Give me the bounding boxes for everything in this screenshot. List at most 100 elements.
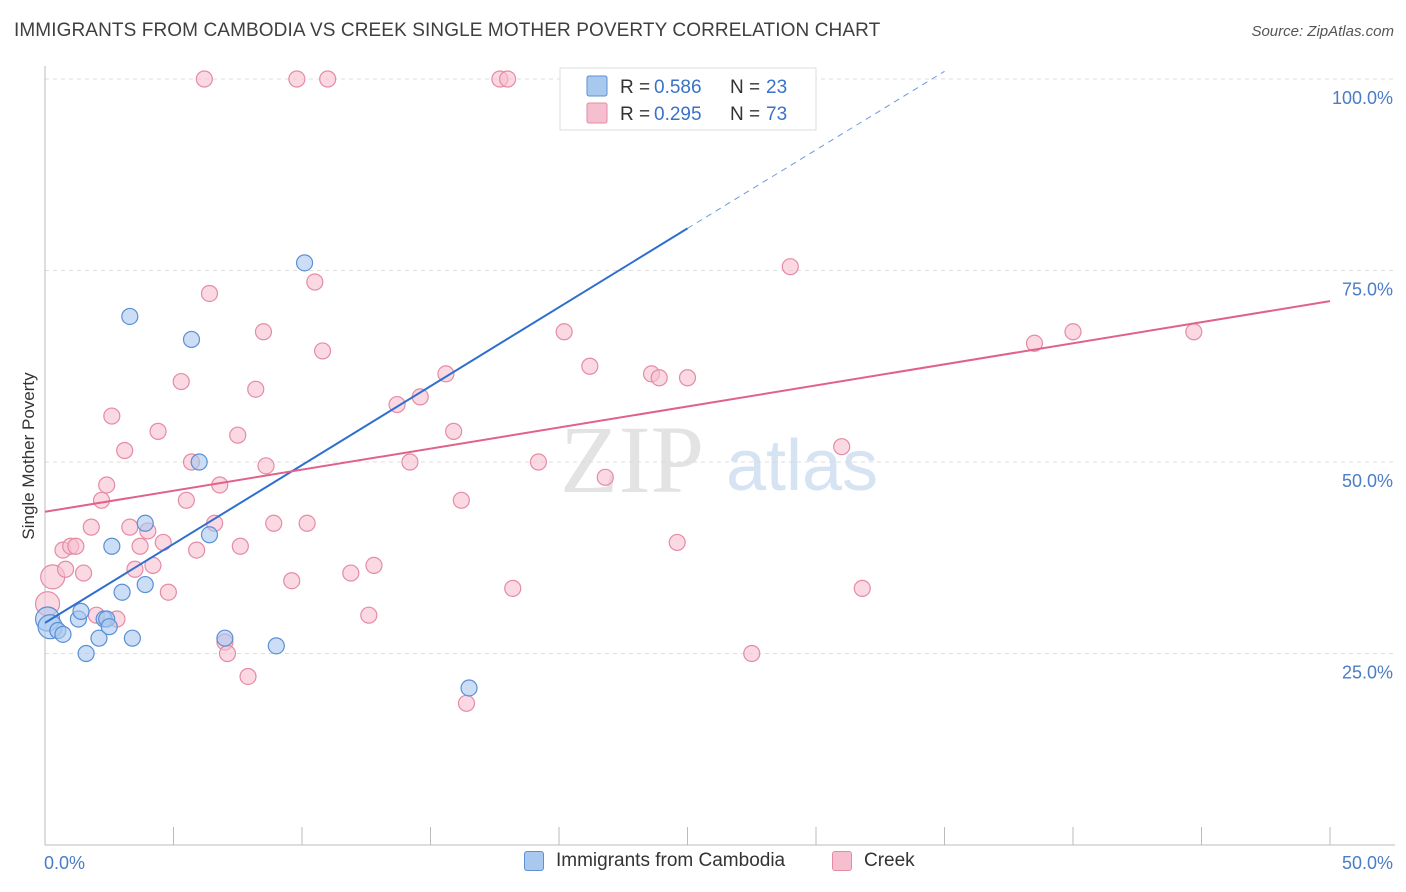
creek-point [131, 537, 149, 555]
creek-point [596, 468, 614, 486]
creek-point [257, 457, 275, 475]
bottom-legend-swatch-creek [832, 851, 852, 871]
creek-point [668, 533, 686, 552]
creek-point [457, 694, 476, 712]
chart-source: Source: ZipAtlas.com [1251, 23, 1394, 40]
creek-point [218, 644, 237, 663]
creek-trend-line [44, 300, 1331, 513]
creek-point [445, 422, 463, 440]
watermark-atlas: atlas [726, 426, 878, 506]
creek-point [298, 514, 316, 532]
legend-n-label-creek: N = [730, 104, 760, 125]
creek-point [504, 579, 522, 597]
creek-point [1025, 334, 1044, 352]
creek-point [283, 572, 301, 590]
cambodia-point [460, 679, 478, 697]
creek-point [313, 342, 332, 360]
cambodia-point [190, 453, 208, 471]
grid-lines [45, 78, 1395, 654]
cambodia-point [200, 526, 219, 544]
bottom-legend-label-cambodia: Immigrants from Cambodia [556, 850, 786, 871]
creek-point [265, 514, 283, 532]
legend-r-value-creek: 0.295 [654, 104, 702, 125]
creek-point [188, 541, 206, 559]
creek-point [499, 70, 517, 88]
legend-r-label-creek: R = [620, 104, 650, 125]
creek-point [306, 273, 324, 291]
creek-point [103, 407, 121, 425]
x-tick-label: 50.0% [1342, 853, 1393, 873]
bottom-legend-item-creek: Creek [832, 850, 915, 872]
trend-lines [44, 70, 1331, 624]
bottom-legend: Immigrants from Cambodia Creek [0, 850, 1406, 880]
creek-point [159, 583, 177, 601]
creek-point [121, 518, 139, 536]
creek-point [581, 357, 599, 375]
creek-point [1185, 323, 1203, 341]
creek-point [833, 438, 851, 456]
y-tick-label: 25.0% [1342, 663, 1393, 683]
creek-point [200, 284, 219, 303]
cambodia-point [123, 629, 141, 647]
cambodia-point [136, 514, 154, 532]
creek-point [82, 518, 100, 536]
y-tick-label: 100.0% [1332, 88, 1393, 108]
bottom-legend-label-creek: Creek [864, 850, 915, 871]
cambodia-point [295, 254, 314, 272]
creek-point [319, 70, 337, 88]
cambodia-point [72, 602, 90, 620]
cambodia-point [121, 307, 139, 326]
creek-point [67, 537, 85, 555]
data-points [34, 70, 1203, 712]
creek-point [195, 70, 213, 88]
creek-point [74, 564, 93, 582]
creek-point [247, 380, 265, 398]
creek-point [239, 667, 257, 686]
creek-point [678, 369, 697, 387]
creek-point [743, 644, 761, 663]
legend-r-value-cambodia: 0.586 [654, 77, 702, 98]
creek-point [1064, 323, 1082, 341]
creek-point [401, 453, 419, 471]
cambodia-point [100, 618, 118, 636]
legend-n-value-cambodia: 23 [766, 77, 787, 98]
watermark-zip: ZIP [560, 406, 704, 513]
creek-point [154, 533, 172, 552]
creek-point [98, 476, 116, 494]
bottom-legend-swatch-cambodia [524, 851, 544, 871]
creek-point [92, 491, 111, 509]
creek-point [172, 372, 190, 391]
legend-box: R = 0.586 N = 23 R = 0.295 N = 73 [559, 67, 817, 131]
cambodia-point [54, 625, 72, 643]
creek-point [781, 258, 799, 276]
cambodia-trend-line [44, 227, 689, 624]
y-axis-label: Single Mother Poverty [19, 372, 38, 540]
cambodia-point [90, 629, 108, 647]
creek-point [229, 426, 247, 444]
creek-point [116, 441, 134, 460]
creek-point [650, 369, 668, 387]
cambodia-point [77, 644, 95, 663]
creek-point [452, 491, 470, 509]
y-tick-label: 75.0% [1342, 280, 1393, 300]
cambodia-point [103, 537, 121, 555]
cambodia-point [136, 575, 154, 594]
creek-point [56, 560, 75, 578]
legend-swatch-cambodia [586, 75, 608, 97]
creek-point [254, 323, 273, 341]
creek-point [231, 537, 249, 555]
bottom-legend-item-cambodia: Immigrants from Cambodia [524, 850, 785, 872]
cambodia-point [267, 637, 285, 655]
axes [44, 66, 1395, 846]
creek-point [360, 606, 378, 624]
creek-point [853, 579, 871, 597]
creek-point [177, 491, 195, 509]
tick-labels: 25.0% 50.0% 75.0% 100.0% 0.0% 50.0% [44, 88, 1393, 873]
cambodia-point [216, 629, 234, 647]
cambodia-point [113, 583, 131, 601]
creek-point [288, 70, 306, 88]
watermark: ZIP atlas [560, 406, 878, 513]
y-tick-label: 50.0% [1342, 471, 1393, 491]
legend-swatch-creek [586, 102, 608, 124]
chart-title: IMMIGRANTS FROM CAMBODIA VS CREEK SINGLE… [14, 20, 881, 41]
